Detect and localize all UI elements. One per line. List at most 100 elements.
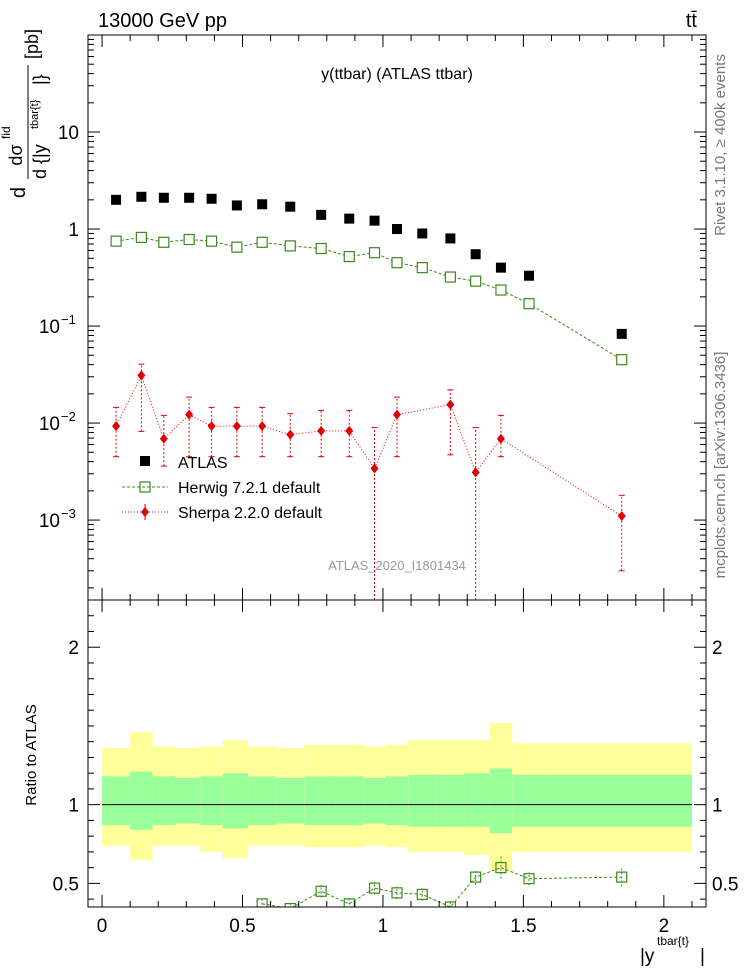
ratio-y-axis-label: Ratio to ATLAS (23, 704, 40, 805)
herwig-point (416, 262, 428, 274)
main-y-tick-exponent: −1 (61, 312, 76, 327)
atlas-point (470, 249, 481, 260)
atlas-point (495, 262, 506, 273)
herwig-point (616, 354, 628, 366)
atlas-point (417, 228, 428, 239)
ratio-y-ticks (88, 599, 706, 900)
ratio-herwig-point (444, 901, 456, 907)
ratio-herwig-point (523, 873, 535, 885)
ratio-y-tick-label-right: 1 (712, 796, 723, 817)
herwig-line (116, 236, 622, 361)
x-label-sup: tbar{t} (657, 934, 689, 948)
ratio-series (256, 856, 628, 907)
sherpa-point (159, 433, 168, 444)
x-tick-label: 0.5 (229, 916, 255, 937)
ratio-stat-band (489, 768, 513, 834)
ratio-y-tick-label: 1 (68, 796, 79, 817)
herwig-point (368, 247, 381, 259)
main-y-tick-label: 1 (68, 220, 79, 241)
main-y-tick-exponent: −2 (61, 409, 76, 424)
ratio-herwig-point (284, 902, 296, 907)
main-y-tick-exponent: −3 (61, 506, 76, 521)
herwig-point (495, 284, 507, 296)
ratio-stat-band (248, 776, 277, 826)
y-label-denominator-sup: tbar{t} (29, 99, 41, 129)
rivet-label: Rivet 3.1.10, ≥ 400k events (712, 54, 729, 236)
ratio-stat-band (276, 777, 305, 824)
x-label-close: | (700, 946, 705, 967)
herwig-point (158, 236, 170, 248)
atlas-point (206, 193, 217, 204)
legend-sherpa-marker (141, 507, 149, 517)
x-tick-label: 2 (659, 916, 670, 937)
atlas-point (257, 199, 268, 210)
sherpa-point (258, 421, 267, 432)
main-series (110, 191, 628, 600)
main-panel: y(ttbar) (ATLAS ttbar) ATLAS_2020_I18014… (0, 29, 707, 601)
ratio-stat-band (130, 771, 153, 830)
ratio-herwig-point (256, 898, 268, 907)
atlas-point (231, 200, 242, 211)
main-y-ticks (88, 38, 706, 589)
herwig-point (256, 236, 268, 248)
sherpa-point (446, 399, 455, 410)
main-y-axis-label: d dσ fid d {|y tbar{t} |} [pb] (0, 29, 50, 198)
main-y-tick-label: 10 (39, 414, 60, 435)
sherpa-point (185, 409, 194, 420)
legend-atlas-label: ATLAS (178, 455, 228, 472)
ratio-x-tick-labels: 0 0.5 1 1.5 2 (97, 916, 669, 937)
ratio-herwig-point (368, 882, 381, 894)
ratio-stat-band (464, 773, 490, 827)
x-tick-label: 1 (378, 916, 389, 937)
plot-title: y(ttbar) (ATLAS ttbar) (321, 66, 473, 83)
herwig-point (444, 271, 456, 283)
sherpa-point (286, 429, 295, 440)
sherpa-point (496, 433, 505, 444)
ratio-stat-band (200, 776, 223, 826)
ratio-stat-band (222, 773, 249, 829)
herwig-point (391, 257, 403, 269)
atlas-point (316, 209, 327, 220)
ratio-stat-band (436, 774, 465, 827)
sherpa-point (112, 421, 121, 432)
ratio-herwig-point (470, 871, 482, 883)
ratio-herwig-point (416, 888, 428, 901)
x-tick-label: 0 (97, 916, 108, 937)
sherpa-point (471, 467, 480, 478)
y-label-denominator: d {|y (30, 144, 50, 179)
ratio-y-tick-labels: 0.5 0.5 1 1 2 2 (53, 638, 739, 895)
ratio-y-tick-label-right: 0.5 (712, 874, 738, 895)
ratio-herwig-point (343, 898, 355, 907)
atlas-point (111, 194, 122, 205)
sherpa-point (137, 370, 146, 381)
main-x-ticks (101, 35, 693, 600)
legend: ATLAS Herwig 7.2.1 default Sherpa 2.2.0 … (122, 455, 323, 522)
ratio-herwig-line (262, 867, 622, 907)
ratio-herwig-point (315, 885, 327, 897)
ratio-stat-band (363, 777, 386, 824)
atlas-point (285, 201, 296, 212)
atlas-point (524, 270, 535, 281)
herwig-point (110, 235, 122, 247)
herwig-point (284, 240, 296, 252)
ratio-stat-band (408, 774, 437, 827)
ratio-stat-band (304, 776, 336, 826)
sherpa-point (345, 425, 354, 436)
main-y-tick-label: 10 (58, 123, 79, 144)
x-tick-label: 1.5 (510, 916, 536, 937)
y-label-denominator-close: |} (30, 74, 50, 85)
sherpa-point (617, 511, 626, 522)
ratio-y-tick-label: 2 (68, 638, 79, 659)
herwig-point (135, 231, 147, 243)
atlas-point (136, 191, 147, 202)
atlas-point (616, 328, 627, 339)
ratio-y-tick-label: 0.5 (53, 874, 79, 895)
main-y-tick-label: 10 (39, 511, 60, 532)
process-label: tt̄ (686, 10, 698, 32)
herwig-point (231, 241, 243, 253)
ratio-panel: 0.5 0.5 1 1 2 2 0 0.5 1 1.5 2 Ratio to ATLAS |y t… (23, 599, 739, 967)
ratio-uncertainty-bands (102, 722, 692, 871)
sherpa-point (317, 425, 326, 436)
sherpa-point (207, 421, 216, 432)
